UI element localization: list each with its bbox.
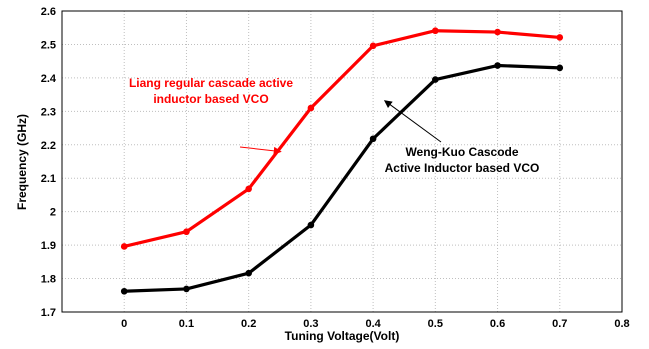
data-point (369, 42, 377, 50)
tick-labels: 0 0.1 0.2 0.3 0.4 0.5 0.6 0.7 0.8 1.7 1.8 1.9 2 2.1 2.… (41, 6, 630, 330)
y-tick-label: 2 (50, 207, 56, 219)
annotation-arrow (383, 100, 442, 143)
data-point (556, 64, 564, 72)
x-tick-label: 0 (121, 318, 127, 330)
y-tick-label: 1.7 (41, 307, 56, 319)
plot-background (62, 11, 622, 312)
annotation-arrow (239, 146, 282, 155)
data-point (369, 135, 377, 143)
x-tick-label: 0.3 (303, 318, 318, 330)
annotation-text: Weng-Kuo Cascode (405, 145, 518, 159)
x-tick-label: 0.2 (241, 318, 256, 330)
annotations: Liang regular cascade active inductor bas… (129, 76, 539, 175)
data-point (432, 76, 439, 83)
data-point (307, 104, 315, 112)
y-tick-label: 1.8 (41, 274, 56, 286)
annotation-text: Active Inductor based VCO (385, 161, 540, 175)
x-tick-label: 0.1 (179, 318, 194, 330)
data-point (432, 27, 439, 35)
y-tick-label: 2.5 (41, 39, 56, 51)
data-point (120, 243, 128, 250)
y-tick-label: 2.6 (41, 6, 56, 18)
data-point (120, 287, 128, 295)
annotation-text: Liang regular cascade active (129, 76, 293, 90)
y-tick-label: 2.1 (41, 173, 56, 185)
series (120, 27, 564, 295)
x-tick-label: 0.4 (365, 318, 381, 330)
y-tick-label: 2.3 (41, 106, 56, 118)
data-point (494, 62, 501, 69)
data-point (245, 185, 252, 193)
y-tick-label: 1.9 (41, 240, 56, 252)
y-axis-label: Frequency (GHz) (15, 114, 29, 210)
x-tick-label: 0.7 (552, 318, 567, 330)
annotation-text: inductor based VCO (153, 92, 268, 106)
data-point (183, 228, 190, 236)
data-point (494, 28, 501, 36)
y-tick-label: 2.2 (41, 140, 56, 152)
x-tick-label: 0.5 (428, 318, 443, 330)
data-point (307, 221, 315, 229)
y-tick-label: 2.4 (41, 73, 57, 85)
series-line-1 (123, 29, 560, 249)
series-line-2 (124, 63, 560, 293)
plot-frame (61, 10, 623, 313)
x-axis-label: Tuning Voltage(Volt) (285, 329, 400, 343)
x-tick-label: 0.6 (490, 318, 505, 330)
x-tick-label: 0.8 (614, 318, 629, 330)
data-point (556, 34, 564, 41)
data-point (245, 269, 252, 277)
data-point (183, 285, 190, 293)
